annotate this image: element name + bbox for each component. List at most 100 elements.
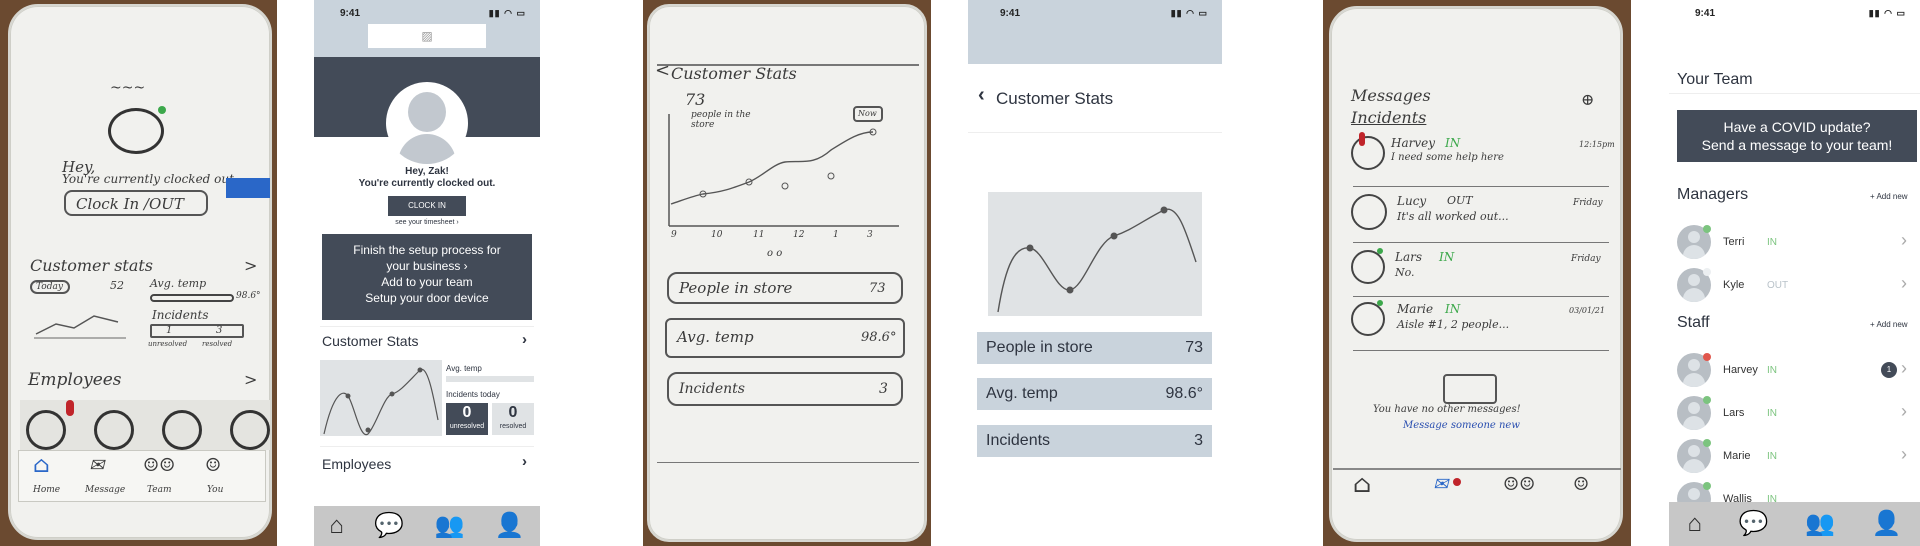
status-bar: 9:41 ▮▮ ◠ ▭ [340, 8, 526, 19]
chevron-right-icon[interactable]: › [1901, 273, 1907, 293]
staff-row[interactable]: Marie IN › [1669, 436, 1920, 476]
manager-row[interactable]: Kyle OUT › [1669, 265, 1920, 305]
add-manager-link[interactable]: + Add new [1870, 192, 1908, 201]
person-icon[interactable]: ☺ [205, 455, 222, 476]
add-staff-link[interactable]: + Add new [1870, 320, 1908, 329]
today-pill: Today [30, 280, 70, 294]
chevron-right-icon[interactable]: › [1901, 358, 1907, 378]
nav-you-label: You [207, 485, 224, 495]
sketch-stats-panel: < Customer Stats 73 people in the store … [643, 0, 931, 546]
message-row[interactable]: Marie IN 03/01/21 Aisle #1, 2 people... [1349, 300, 1613, 350]
employees-label[interactable]: Employees [28, 370, 122, 390]
chevron-right-icon[interactable]: > [244, 370, 258, 389]
manager-row[interactable]: Terri IN › [1669, 222, 1920, 262]
online-dot [1703, 439, 1711, 447]
covid-update-banner[interactable]: Have a COVID update? Send a message to y… [1677, 110, 1917, 162]
team-icon[interactable]: 👥 [434, 512, 465, 539]
person-icon[interactable]: 👤 [1871, 510, 1902, 537]
chevron-right-icon[interactable]: > [244, 256, 258, 275]
message-row[interactable]: Lucy OUT Friday It's all worked out... [1349, 192, 1613, 242]
chat-icon[interactable]: ✉ [1433, 474, 1449, 495]
clock-in-button[interactable]: CLOCK IN [388, 196, 466, 216]
divider [968, 132, 1222, 133]
team-icon[interactable]: ☺☺ [1503, 474, 1536, 495]
plus-circle-icon[interactable]: ⊕ [1581, 90, 1595, 109]
chart-point [1160, 206, 1168, 214]
avatar [1677, 439, 1711, 473]
temp-value: 98.6° [236, 291, 261, 301]
employees-title[interactable]: Employees [322, 456, 392, 472]
employee-avatar[interactable] [94, 410, 134, 450]
chart-point [781, 182, 789, 190]
clock-in-out-button[interactable]: Clock In /OUT [64, 190, 208, 216]
home-icon[interactable]: ⌂ [1353, 470, 1372, 498]
unresolved-caption: unresolved [148, 340, 188, 348]
divider [320, 326, 534, 327]
chevron-right-icon[interactable]: › [522, 453, 527, 470]
avatar-sketch [1351, 136, 1385, 170]
employee-avatar[interactable] [26, 410, 66, 450]
messages-title: Messages [1351, 86, 1431, 105]
status-bar: 9:41 ▮▮ ◠ ▭ [1000, 8, 1208, 19]
employee-avatar[interactable] [162, 410, 202, 450]
home-icon[interactable]: ⌂ [329, 512, 344, 539]
signal-wifi-battery-icon: ▮▮ ◠ ▭ [1170, 8, 1208, 18]
resolved-caption: resolved [499, 423, 527, 430]
team-icon[interactable]: ☺☺ [143, 455, 176, 476]
chevron-right-icon[interactable]: › [1901, 230, 1907, 250]
setup-line: Setup your door device [365, 291, 489, 305]
chevron-right-icon[interactable]: › [1901, 401, 1907, 421]
customer-stats-label[interactable]: Customer stats [30, 256, 154, 275]
offline-dot [1703, 268, 1711, 276]
chat-icon[interactable]: 💬 [374, 512, 405, 539]
message-row[interactable]: Lars IN Friday No. [1349, 248, 1613, 298]
clocked-out-status: You're currently clocked out. [358, 178, 496, 189]
setup-card[interactable]: Finish the setup process for your busine… [322, 234, 532, 320]
managers-heading: Managers [1677, 186, 1749, 203]
alert-dot [1703, 353, 1711, 361]
x-tick-label: 10 [711, 230, 723, 240]
chat-icon[interactable]: ✉ [89, 455, 105, 476]
people-caption-line1: people in the [691, 110, 751, 120]
chart-point [827, 172, 835, 180]
chevron-right-icon[interactable]: › [522, 331, 527, 348]
sketch-nav-bar: ⌂ Home ✉ Message ☺☺ Team ☺ You [18, 450, 266, 502]
avg-temp-label: Avg. temp [446, 364, 482, 373]
chat-icon[interactable]: 💬 [1738, 510, 1769, 537]
nav-home-label: Home [33, 485, 61, 495]
chart-point [345, 393, 351, 399]
home-icon[interactable]: ⌂ [33, 453, 50, 478]
avatar[interactable] [386, 82, 468, 164]
chart-point [1110, 232, 1118, 240]
greeting: Hey, Zak! [405, 166, 449, 177]
employee-avatar[interactable] [230, 410, 270, 450]
team-icon[interactable]: 👥 [1805, 510, 1836, 537]
chevron-right-icon[interactable]: › [1901, 444, 1907, 464]
customer-stats-title[interactable]: Customer Stats [322, 333, 419, 349]
unresolved-caption: unresolved [449, 423, 485, 430]
person-icon[interactable]: ☺ [1573, 474, 1590, 495]
message-someone-link[interactable]: Message someone new [1403, 420, 1520, 431]
image-placeholder-icon: ▨ [421, 29, 433, 43]
person-icon[interactable]: 👤 [494, 512, 525, 539]
timesheet-link[interactable]: see your timesheet › [395, 219, 459, 226]
greeting-hey: Hey, [62, 158, 96, 176]
online-dot [1703, 396, 1711, 404]
chevron-left-icon[interactable]: ‹ [978, 84, 985, 106]
message-row[interactable]: Harvey IN 12:15pm I need some help here [1349, 132, 1615, 184]
chart-point [869, 128, 877, 136]
chevron-left-icon[interactable]: < [655, 60, 671, 81]
alert-marker [66, 400, 74, 416]
staff-row[interactable]: Harvey IN 1 › [1669, 350, 1920, 390]
logo-placeholder: ▨ [368, 24, 486, 48]
x-tick-label: 11 [753, 230, 765, 240]
staff-row[interactable]: Lars IN › [1669, 393, 1920, 433]
resolved-count: 0 [508, 404, 518, 421]
avatar-sketch [108, 108, 164, 154]
chart-point [417, 367, 423, 373]
online-dot [1703, 482, 1711, 490]
blue-tape [226, 178, 270, 198]
divider [1353, 296, 1609, 297]
stats-mockup-panel: 9:41 ▮▮ ◠ ▭ ‹ Customer Stats People in s… [968, 0, 1222, 546]
home-icon[interactable]: ⌂ [1687, 510, 1702, 537]
